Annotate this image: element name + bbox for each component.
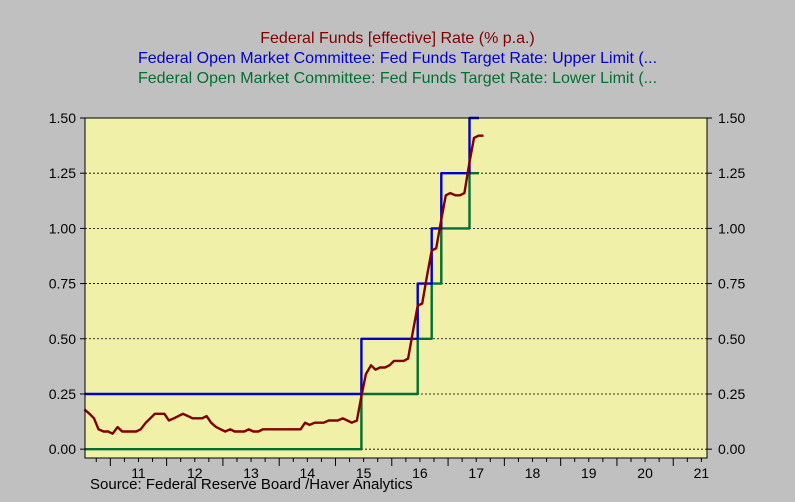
y-tick-label-right: 0.00 [718, 441, 745, 457]
y-tick-label-right: 0.25 [718, 386, 745, 402]
x-tick-label: 11 [131, 465, 146, 478]
y-tick-label-left: 1.00 [49, 220, 76, 236]
x-tick-label: 14 [300, 465, 316, 478]
x-tick-label: 16 [412, 465, 428, 478]
legend-lower-limit: Federal Open Market Committee: Fed Funds… [137, 70, 658, 87]
x-tick-label: 18 [525, 465, 541, 478]
y-tick-label-right: 1.00 [718, 220, 745, 236]
plot-area [85, 118, 707, 458]
y-tick-label-left: 1.25 [49, 165, 76, 181]
source-note: Source: Federal Reserve Board /Haver Ana… [90, 476, 413, 493]
x-tick-label: 21 [694, 465, 710, 478]
legend-effective-rate: Federal Funds [effective] Rate (% p.a.) [260, 30, 535, 47]
y-tick-label-right: 1.50 [718, 110, 745, 126]
x-tick-label: 17 [468, 465, 484, 478]
legend-upper-limit: Federal Open Market Committee: Fed Funds… [137, 50, 658, 67]
y-tick-label-left: 0.00 [49, 441, 76, 457]
y-tick-label-left: 0.25 [49, 386, 76, 402]
y-tick-label-right: 1.25 [718, 165, 745, 181]
series-lower-limit [84, 171, 479, 451]
x-tick-label: 20 [637, 465, 653, 478]
y-tick-label-left: 0.50 [49, 331, 76, 347]
chart: 0.00 0.00 0.25 0.25 0.50 0.50 0.75 0.75 1.00 1.00… [49, 110, 746, 478]
series-layer [83, 116, 484, 451]
y-tick-label-right: 0.75 [718, 276, 745, 292]
x-tick-label: 13 [243, 465, 259, 478]
x-tick-label: 12 [187, 465, 203, 478]
x-tick-label: 19 [581, 465, 597, 478]
x-tick-label: 15 [356, 465, 372, 478]
plot-frame [84, 117, 708, 459]
y-tick-label-left: 0.75 [49, 276, 76, 292]
y-tick-label-left: 1.50 [49, 110, 76, 126]
ticks: 0.00 0.00 0.25 0.25 0.50 0.50 0.75 0.75 1.00 1.00… [49, 110, 746, 478]
series-effective-rate [83, 134, 484, 435]
y-tick-label-right: 0.50 [718, 331, 745, 347]
